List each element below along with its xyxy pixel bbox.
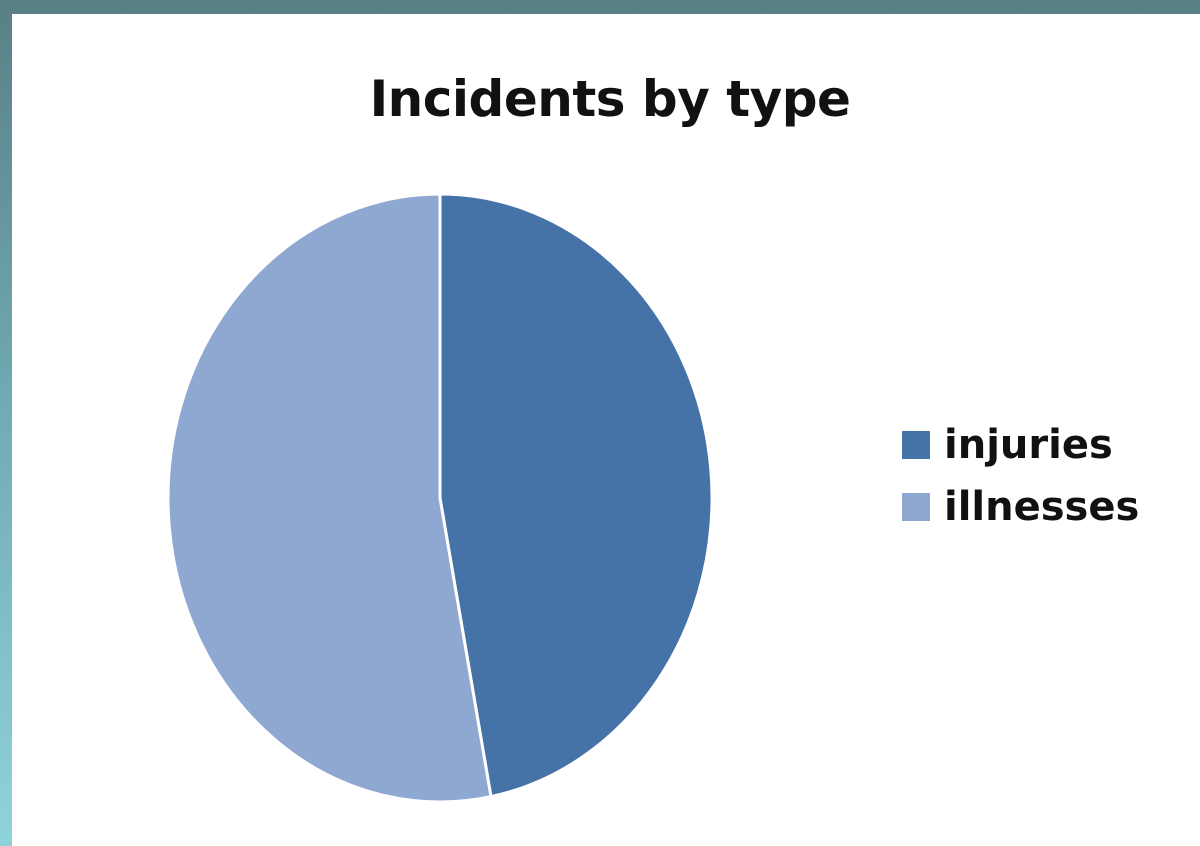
chart-legend: injuries illnesses [902,418,1139,542]
legend-swatch-injuries [902,431,930,459]
legend-label-illnesses: illnesses [944,484,1140,530]
pie-slice-illnesses [166,192,493,804]
legend-swatch-illnesses [902,493,930,521]
chart-title: Incidents by type [369,70,851,128]
pie-slice-injuries [438,192,714,799]
legend-item-injuries: injuries [902,418,1139,472]
legend-label-injuries: injuries [944,422,1113,468]
pie-slices [166,192,714,804]
legend-item-illnesses: illnesses [902,480,1139,534]
